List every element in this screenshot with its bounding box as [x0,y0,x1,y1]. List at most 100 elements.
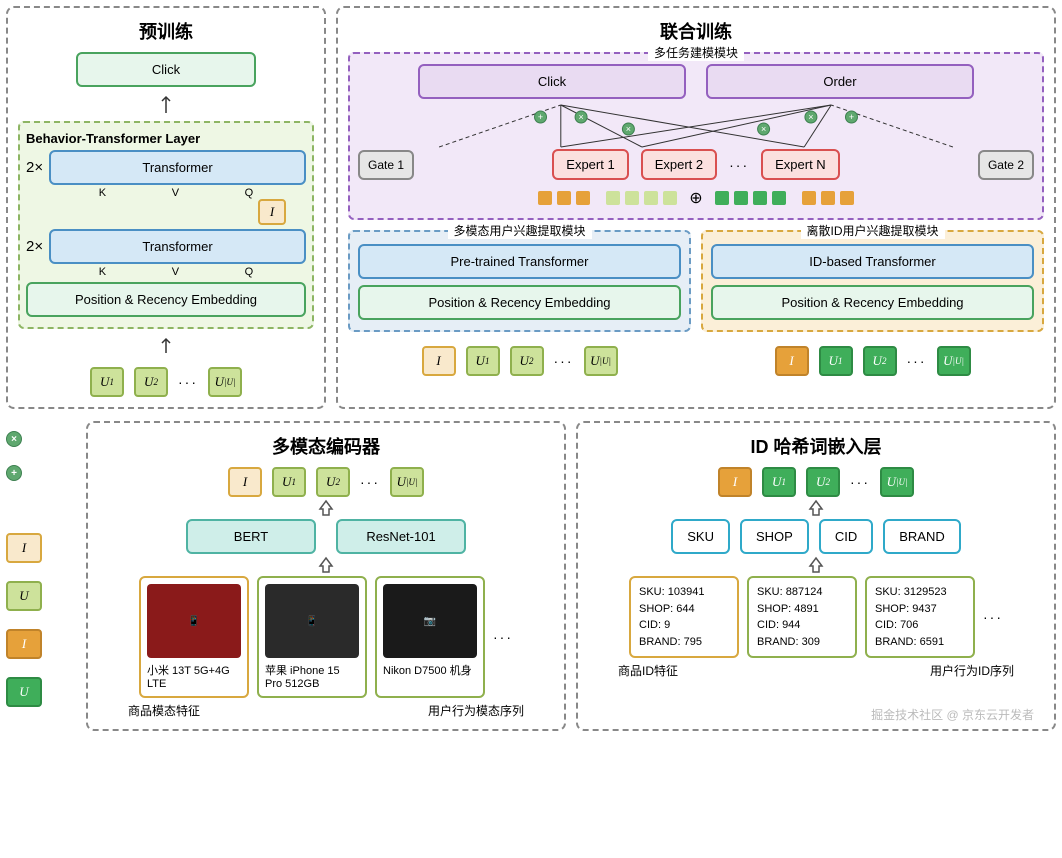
pretrained-transformer: Pre-trained Transformer [358,244,681,279]
sku-field: SKU [671,519,730,554]
encoder-tokens: I U1 U2 ··· U|U| [98,467,554,497]
v: 9 [664,619,670,631]
i-token-bt: I [258,199,286,225]
k-label: K [99,187,106,199]
svg-text:+: + [538,112,543,122]
gate1: Gate 1 [358,150,414,180]
dots: ··· [729,157,749,173]
pos-emb-right: Position & Recency Embedding [711,285,1034,320]
token-uU-dark: U|U| [880,467,914,497]
v: 795 [684,636,702,648]
dots: ··· [493,629,513,645]
q-label-b: Q [245,266,254,278]
id-card-2: SKU: 3129523 SHOP: 9437 CID: 706 BRAND: … [865,576,975,658]
transformer-box-1: Transformer [49,229,306,264]
plus-icon: + [6,465,22,481]
token-i: I [228,467,262,497]
token-uU: U|U| [584,346,618,376]
product-image-icon: 📷 [383,584,477,658]
token-uU: U|U| [208,367,242,397]
id-module-title: 离散ID用户兴趣提取模块 [800,222,944,239]
pretrain-title: 预训练 [18,18,314,44]
shop-field: SHOP [740,519,809,554]
product-card-2: 📷 Nikon D7500 机身 [375,576,485,698]
svg-text:×: × [761,124,766,134]
arrow-up-outline-icon [807,556,825,574]
token-u1: U1 [466,346,500,376]
left-tokens: I U1 U2 ··· U|U| [348,346,691,376]
v: 309 [802,636,820,648]
v: 9437 [912,603,936,615]
v: 644 [676,603,694,615]
mm-interest-module: 多模态用户兴趣提取模块 Pre-trained Transformer Posi… [348,230,691,332]
kvq-row-1: K V Q [26,266,306,278]
arrow-up-outline-icon [317,556,335,574]
transformer-box-2: Transformer [49,150,306,185]
idhash-panel: ID 哈希词嵌入层 I U1 U2 ··· U|U| SKU SHOP CID … [576,421,1056,731]
dots: ··· [178,374,198,390]
behavior-transformer-layer: Behavior-Transformer Layer 2× Transforme… [18,121,314,329]
mm-module-title: 多模态用户兴趣提取模块 [447,222,591,239]
token-i-dark: I [718,467,752,497]
v: 3129523 [904,586,947,598]
bt-layer-title: Behavior-Transformer Layer [26,131,306,146]
idhash-title: ID 哈希词嵌入层 [588,433,1044,459]
concat-symbol: ⊕ [689,188,702,208]
token-i-dark: I [775,346,809,376]
expert-2: Expert 2 [641,149,717,180]
q-label: Q [245,187,254,199]
v: 4891 [794,603,818,615]
click-task: Click [418,64,686,99]
arrow-up-outline-icon [807,499,825,517]
token-uU-dark: U|U| [937,346,971,376]
mult-2x: 2× [26,159,43,176]
product-name: 苹果 iPhone 15 Pro 512GB [265,662,359,690]
v: 887124 [786,586,823,598]
token-i: I [422,346,456,376]
v: 706 [900,619,918,631]
dots: ··· [983,609,1003,625]
product-card-0: 📱 小米 13T 5G+4G LTE [139,576,249,698]
pos-emb-left: Position & Recency Embedding [358,285,681,320]
arrow-up-outline-icon [317,499,335,517]
joint-title: 联合训练 [348,18,1044,44]
product-image-icon: 📱 [265,584,359,658]
svg-text:+: + [849,112,854,122]
cap-id-seq: 用户行为ID序列 [930,662,1014,679]
mult-icon: × [6,431,22,447]
dots: ··· [360,474,380,490]
encoder-title: 多模态编码器 [98,433,554,459]
id-card-1: SKU: 887124 SHOP: 4891 CID: 944 BRAND: 3… [747,576,857,658]
token-u1: U1 [272,467,306,497]
svg-text:×: × [626,124,631,134]
legend-i-light: I [6,533,42,563]
v: 944 [782,619,800,631]
moe-connections: + + × × × × [358,103,1034,149]
order-task: Order [706,64,974,99]
token-u1-dark: U1 [819,346,853,376]
gate2: Gate 2 [978,150,1034,180]
cap-id-feat: 商品ID特征 [618,662,678,679]
encoder-panel: 多模态编码器 I U1 U2 ··· U|U| BERT ResNet-101 … [86,421,566,731]
right-tokens: I U1 U2 ··· U|U| [701,346,1044,376]
arrow-up-icon [159,93,173,115]
product-image-icon: 📱 [147,584,241,658]
kvq-row-2: K V Q [26,187,306,199]
id-card-0: SKU: 103941 SHOP: 644 CID: 9 BRAND: 795 [629,576,739,658]
id-interest-module: 离散ID用户兴趣提取模块 ID-based Transformer Positi… [701,230,1044,332]
legend-u-dark: U [6,677,42,707]
product-name: 小米 13T 5G+4G LTE [147,662,241,690]
expert-1: Expert 1 [552,149,628,180]
v-label-b: V [172,266,179,278]
product-card-1: 📱 苹果 iPhone 15 Pro 512GB [257,576,367,698]
mult-2x-b: 2× [26,238,43,255]
watermark: 掘金技术社区 @ 京东云开发者 [871,706,1034,723]
multitask-title: 多任务建模模块 [648,44,744,61]
legend-i-dark: I [6,629,42,659]
cid-field: CID [819,519,873,554]
legend: × + I U I U [6,421,76,731]
idhash-tokens: I U1 U2 ··· U|U| [588,467,1044,497]
concat-row: ⊕ [358,188,1034,208]
dots: ··· [907,353,927,369]
expert-n: Expert N [761,149,840,180]
